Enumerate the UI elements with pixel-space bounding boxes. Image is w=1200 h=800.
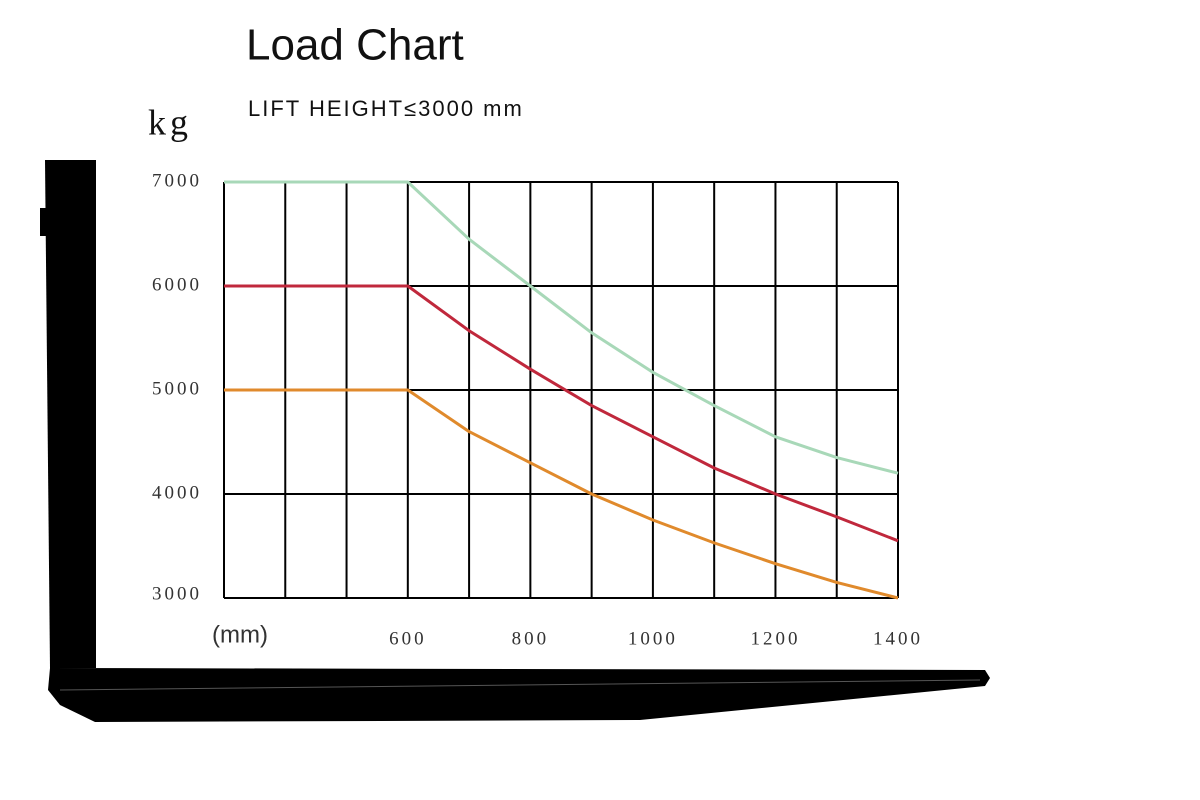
x-tick-label: 800 xyxy=(512,628,550,649)
x-tick-label: 1200 xyxy=(750,628,800,649)
fork-illustration xyxy=(40,160,990,722)
y-tick-label: 7000 xyxy=(152,170,202,191)
x-tick-label: 600 xyxy=(389,628,427,649)
y-tick-label: 5000 xyxy=(152,378,202,399)
series-line xyxy=(224,180,899,475)
x-tick-label: 1400 xyxy=(873,628,923,649)
series-line xyxy=(224,284,899,543)
chart-title: Load Chart xyxy=(246,21,464,70)
x-tick-label: 1000 xyxy=(628,628,678,649)
y-tick-label: 6000 xyxy=(152,274,202,295)
x-axis-label: (mm) xyxy=(212,621,268,648)
chart-subtitle: LIFT HEIGHT≤3000 mm xyxy=(248,96,524,121)
y-tick-label: 3000 xyxy=(152,583,202,604)
series-line xyxy=(224,388,899,600)
y-tick-label: 4000 xyxy=(152,482,202,503)
y-axis-label: kg xyxy=(148,102,192,142)
